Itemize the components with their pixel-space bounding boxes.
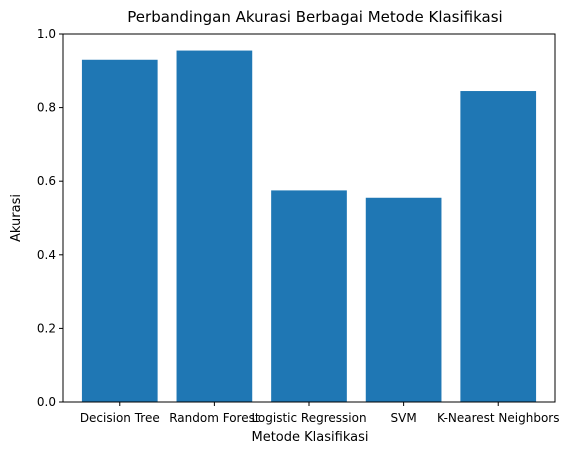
x-tick-label: K-Nearest Neighbors: [437, 411, 560, 425]
y-axis-label: Akurasi: [9, 194, 24, 242]
x-axis-label: Metode Klasifikasi: [252, 430, 369, 445]
x-tick-label: Decision Tree: [80, 411, 160, 425]
chart-title: Perbandingan Akurasi Berbagai Metode Kla…: [127, 8, 502, 26]
bar-svm: [365, 197, 442, 402]
x-tick-label: SVM: [391, 411, 417, 425]
bar-logistic-regression: [271, 190, 347, 402]
bars: [81, 50, 537, 403]
bar-k-nearest-neighbors: [460, 91, 537, 402]
bar-random-forest: [176, 50, 253, 403]
x-tick-label: Random Forest: [169, 411, 260, 425]
y-tick-label: 1.0: [37, 27, 56, 41]
y-tick-label: 0.4: [37, 248, 56, 262]
y-axis-ticks: 0.0 0.2 0.4 0.6 0.8 1.0: [37, 27, 63, 409]
y-tick-label: 0.2: [37, 321, 56, 335]
y-tick-label: 0.0: [37, 395, 56, 409]
y-tick-label: 0.6: [37, 174, 56, 188]
x-tick-label: Logistic Regression: [251, 411, 366, 425]
bar-decision-tree: [81, 59, 158, 402]
y-tick-label: 0.8: [37, 101, 56, 115]
